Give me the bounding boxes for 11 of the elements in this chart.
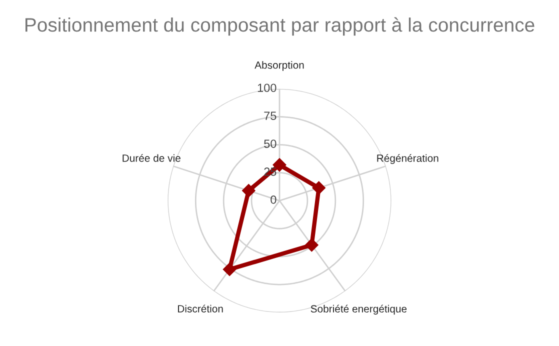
spoke-label: Sobriété energétique (310, 304, 407, 315)
y-tick-label: 50 (264, 140, 276, 148)
spoke-label: Discrétion (178, 304, 223, 312)
y-tick-label: 25 (264, 168, 276, 176)
spoke-label: Absorption (254, 61, 304, 71)
y-tick-label: 0 (270, 195, 276, 204)
y-tick-label: 75 (264, 112, 276, 120)
spoke-label: Régénération (377, 154, 438, 164)
chart-title: Positionnement du composant par rapport à la concurrence (25, 17, 534, 36)
spoke-label: Durée de vie (122, 154, 180, 162)
y-tick-label: 100 (258, 84, 276, 92)
